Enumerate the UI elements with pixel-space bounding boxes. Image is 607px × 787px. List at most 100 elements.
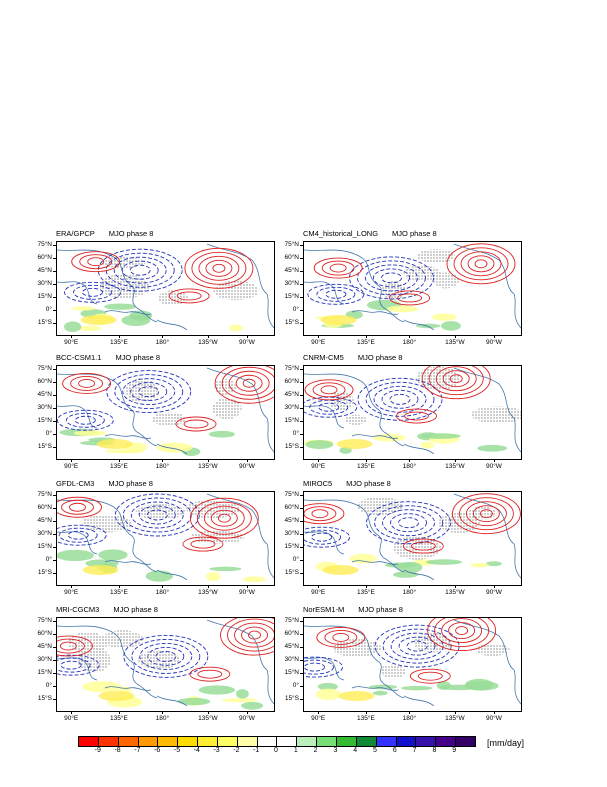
longitude-tick [246,459,248,462]
latitude-label: 75°N [284,490,299,498]
colorbar-label: 1 [293,747,298,754]
latitude-label: 45°N [37,642,52,650]
latitude-label: 15°S [284,442,299,450]
colorbar-label: -1 [253,747,260,754]
longitude-label: 180° [155,715,170,722]
longitude-tick [246,711,248,714]
longitude-tick [318,585,320,588]
longitude-tick [493,335,495,338]
latitude-tick [53,633,56,635]
latitude-label: 30°N [37,403,52,411]
panel-title: CM4_historical_LONG MJO phase 8 [303,229,437,238]
latitude-label: 0° [292,681,299,689]
phase-label: MJO phase 8 [108,479,153,488]
latitude-tick [53,420,56,422]
longitude-label: 90°E [311,339,326,346]
longitude-label: 135°W [198,463,218,470]
latitude-tick [300,659,303,661]
latitude-label: 60°N [37,253,52,261]
latitude-tick [300,407,303,409]
longitude-tick [409,335,411,338]
latitude-tick [53,698,56,700]
latitude-tick [300,446,303,448]
latitude-tick [300,257,303,259]
positive-contours [304,366,491,424]
latitude-label: 45°N [284,266,299,274]
longitude-tick [71,335,73,338]
map-area [56,617,275,712]
latitude-label: 15°N [37,292,52,300]
colorbar-swatch [336,737,357,746]
map-area [56,241,275,336]
colorbar-label: 7 [412,747,417,754]
colorbar-swatch [376,737,397,746]
map-area [303,241,522,336]
latitude-label: 75°N [37,364,52,372]
colorbar-swatch [277,737,298,746]
latitude-label: 45°N [37,516,52,524]
colorbar-label: -3 [213,747,220,754]
latitude-tick [300,620,303,622]
latitude-tick [53,672,56,674]
latitude-tick [53,381,56,383]
latitude-tick [300,381,303,383]
longitude-label: 180° [402,589,417,596]
longitude-tick [493,459,495,462]
latitude-label: 30°N [284,655,299,663]
latitude-label: 0° [292,555,299,563]
colorbar-swatch [396,737,417,746]
longitude-label: 90°W [238,589,255,596]
longitude-label: 135°E [110,589,128,596]
longitude-label: 135°W [445,715,465,722]
colorbar-label: 3 [333,747,338,754]
colorbar-label: 6 [392,747,397,754]
longitude-label: 135°W [445,463,465,470]
longitude-label: 135°W [198,589,218,596]
longitude-tick [365,459,367,462]
longitude-label: 180° [155,339,170,346]
panel-title: MIROC5 MJO phase 8 [303,479,391,488]
precip-shading [315,299,461,331]
longitude-tick [162,459,164,462]
longitude-tick [318,459,320,462]
positive-contours [62,366,274,432]
model-name: CNRM-CM5 [303,353,344,362]
map-drawing [304,243,521,331]
longitude-label: 135°E [357,463,375,470]
panel-title: GFDL-CM3 MJO phase 8 [56,479,153,488]
latitude-tick [300,296,303,298]
colorbar-swatch [257,737,278,746]
latitude-label: 45°N [37,266,52,274]
latitude-label: 60°N [37,377,52,385]
longitude-tick [365,585,367,588]
latitude-label: 0° [292,429,299,437]
colorbar-swatch [317,737,337,746]
latitude-label: 30°N [284,529,299,537]
latitude-tick [53,659,56,661]
map-area [56,365,275,460]
colorbar-unit: [mm/day] [487,738,525,748]
coastline [304,367,521,455]
latitude-tick [300,507,303,509]
colorbar-swatch [178,737,199,746]
latitude-label: 15°N [284,542,299,550]
colorbar-label: 0 [274,747,278,754]
latitude-tick [53,309,56,311]
latitude-label: 0° [45,681,52,689]
longitude-label: 90°E [64,339,79,346]
longitude-label: 135°W [198,715,218,722]
colorbar-swatch [436,737,457,746]
latitude-label: 30°N [37,529,52,537]
longitude-label: 90°E [64,463,79,470]
model-name: CM4_historical_LONG [303,229,379,238]
latitude-tick [300,322,303,324]
panel-title: ERA/GPCP MJO phase 8 [56,229,153,238]
longitude-label: 90°W [485,715,502,722]
panel-title: NorESM1-M MJO phase 8 [303,605,403,614]
latitude-label: 75°N [37,240,52,248]
model-name: GFDL-CM3 [56,479,95,488]
positive-contours [57,496,259,552]
map-drawing [57,618,274,710]
longitude-tick [246,585,248,588]
longitude-tick [207,459,209,462]
